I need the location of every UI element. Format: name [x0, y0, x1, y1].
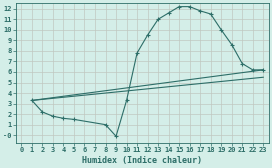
X-axis label: Humidex (Indice chaleur): Humidex (Indice chaleur): [82, 156, 202, 164]
